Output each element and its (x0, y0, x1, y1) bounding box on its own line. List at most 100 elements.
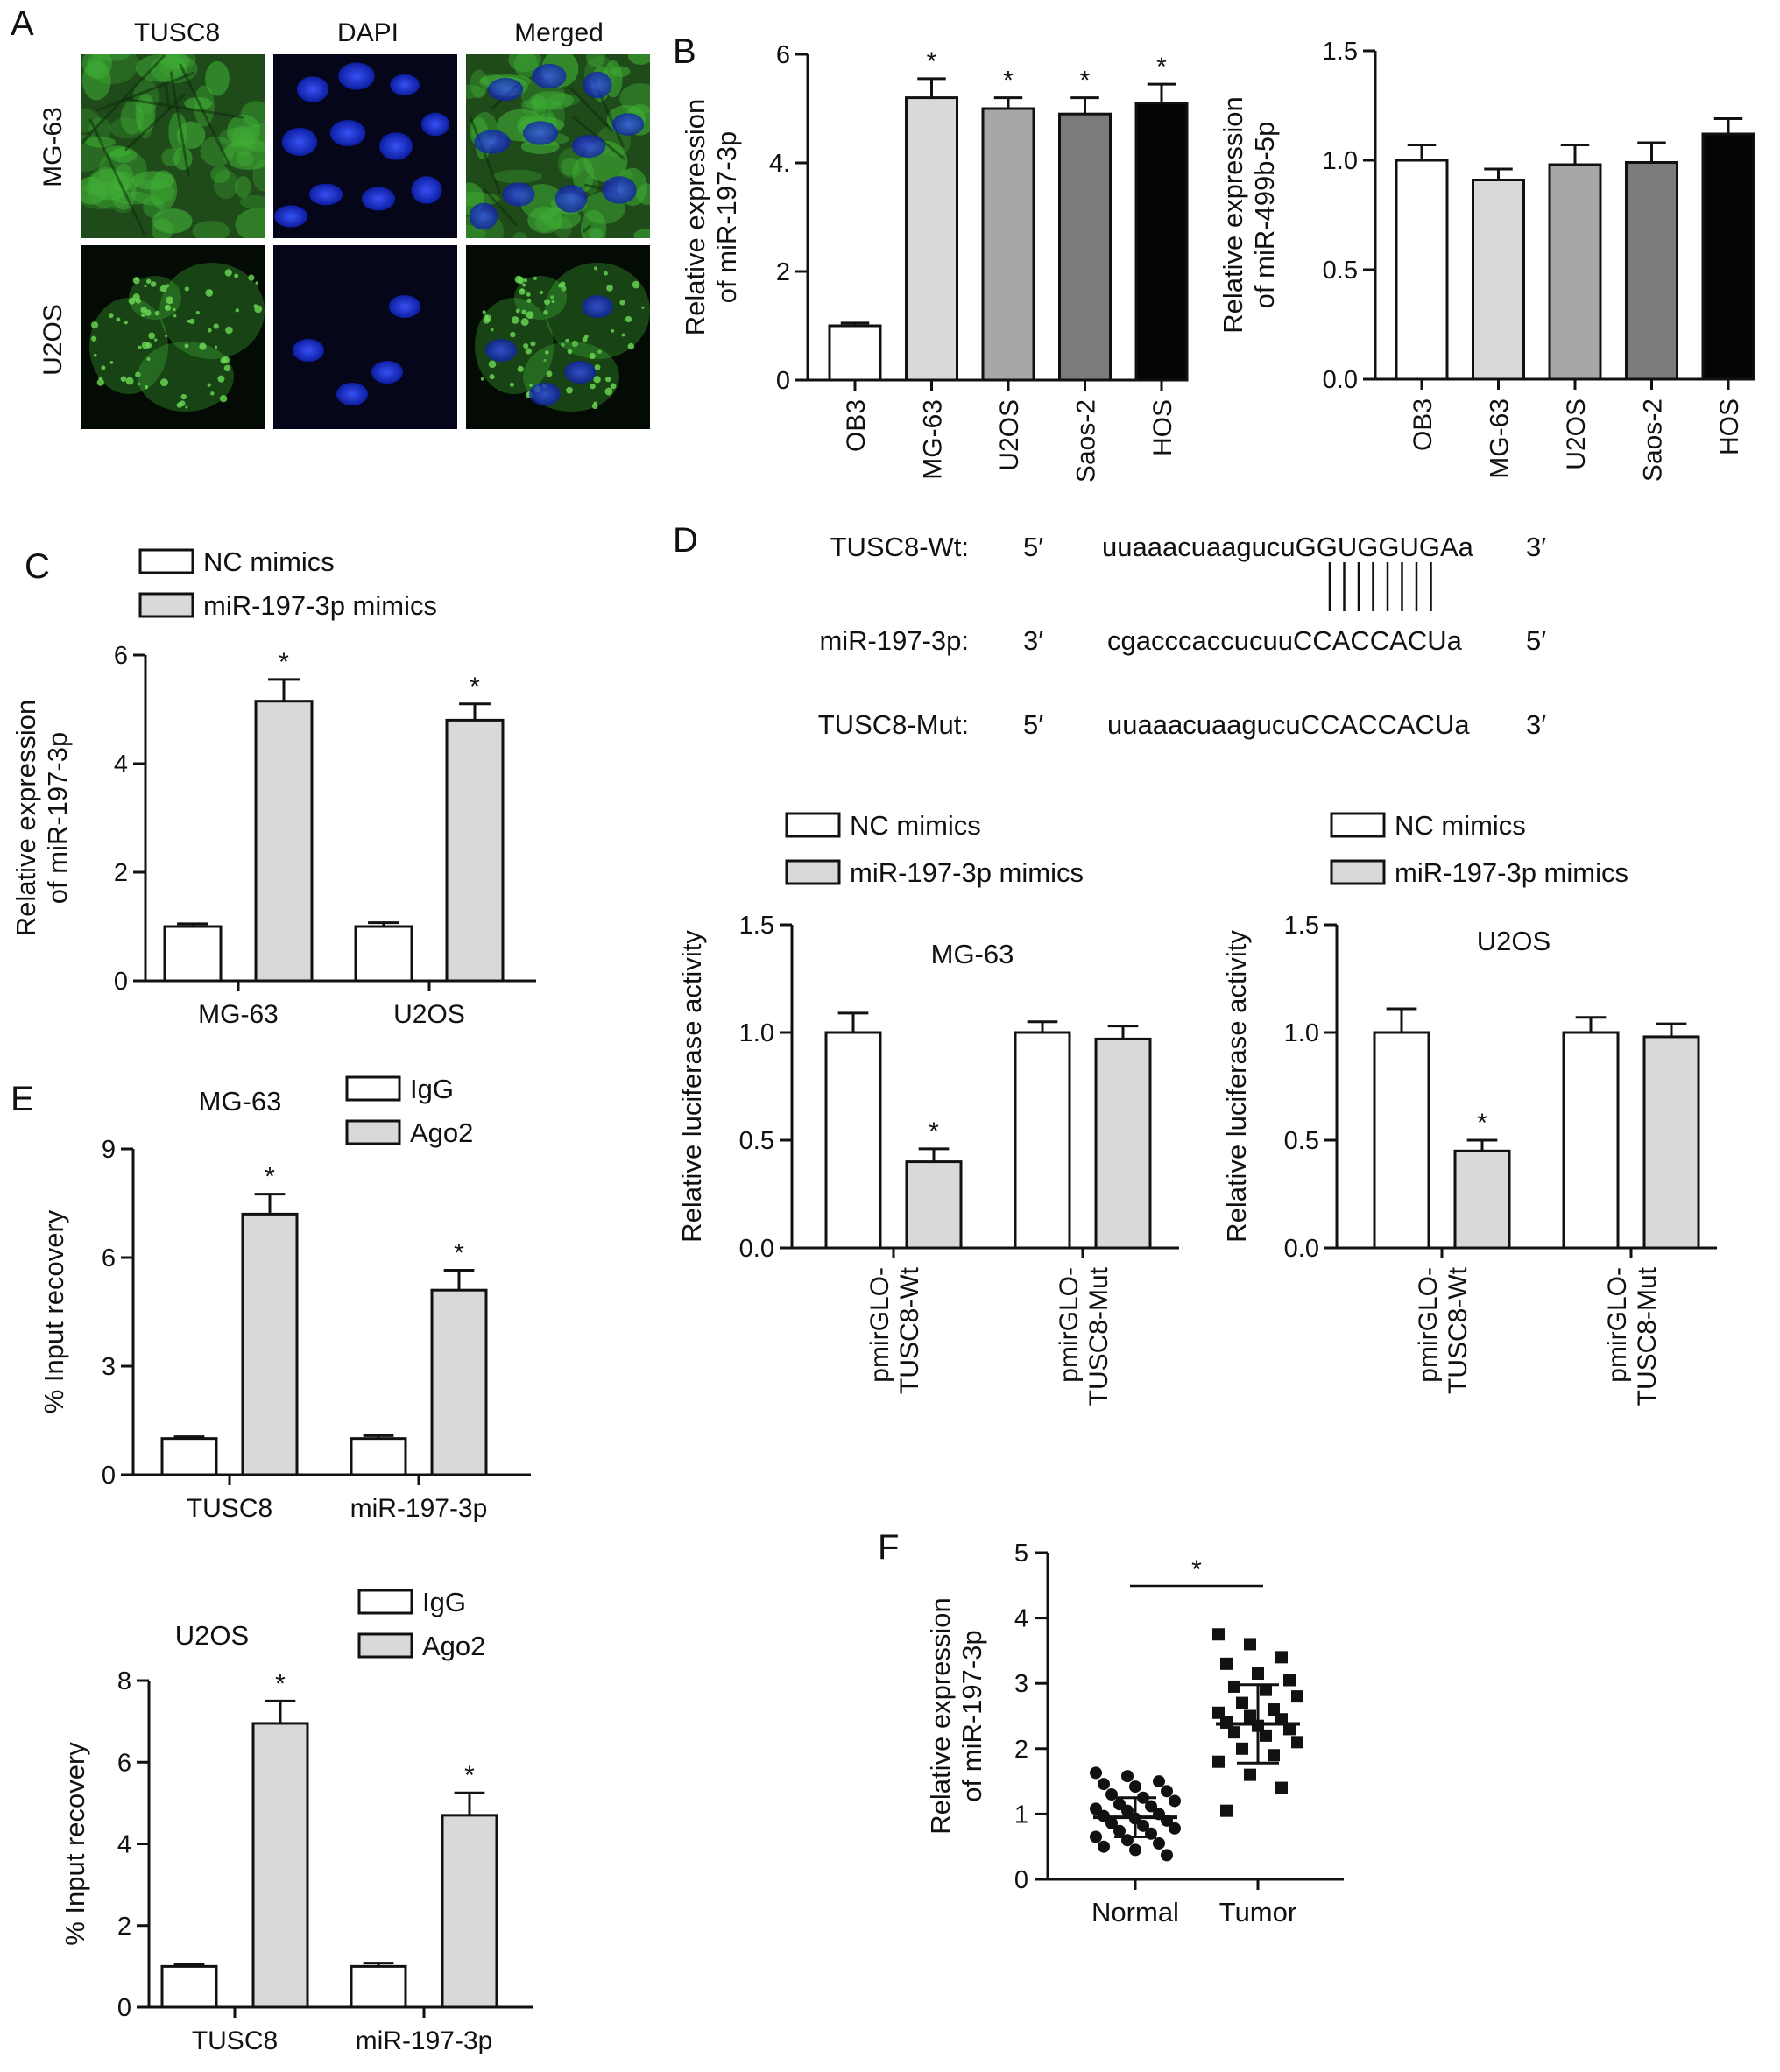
bar (1642, 1035, 1700, 1250)
green-speckle (515, 308, 520, 314)
bar (824, 1031, 882, 1250)
legend-label: Ago2 (410, 1117, 473, 1148)
data-point-tumor (1236, 1696, 1248, 1709)
green-speckle (509, 382, 514, 387)
bar (1134, 102, 1189, 382)
nucleus (420, 112, 450, 137)
nucleus (583, 71, 612, 99)
bar (905, 96, 958, 382)
data-point-tumor (1212, 1628, 1225, 1641)
significance-star: * (927, 47, 937, 76)
cell-border (95, 71, 195, 112)
green-speckle (610, 383, 617, 390)
x-tick-label: pmirGLO- (1414, 1267, 1443, 1383)
data-point-tumor (1283, 1674, 1296, 1687)
green-cytoplasm (87, 166, 124, 208)
green-speckle (225, 326, 233, 335)
significance-star: * (1477, 1109, 1487, 1138)
y-tick-label: 0.0 (1284, 1235, 1319, 1263)
green-cytoplasm (143, 196, 164, 218)
green-cytoplasm (534, 215, 555, 232)
green-speckle (529, 384, 533, 387)
green-cytoplasm (633, 229, 650, 238)
green-speckle (544, 350, 549, 355)
green-speckle (604, 387, 613, 396)
y-tick-label: 1.5 (1284, 912, 1319, 940)
legend-swatch (357, 1589, 413, 1615)
green-speckle (523, 278, 528, 283)
data-point-normal (1090, 1802, 1102, 1815)
micro-tile-r1-c1 (273, 245, 457, 429)
y-axis-label: of miR-197-3p (711, 131, 742, 303)
green-speckle (235, 308, 240, 313)
green-speckle (148, 332, 156, 340)
green-speckle (550, 295, 554, 300)
legend-label: NC mimics (203, 546, 335, 577)
green-speckle (526, 311, 534, 319)
green-speckle (96, 378, 104, 386)
green-speckle (491, 328, 494, 332)
data-point-tumor (1268, 1749, 1280, 1762)
significance-star: * (1191, 1555, 1202, 1584)
x-tick-label: MG-63 (198, 1000, 279, 1029)
significance-star: * (929, 1117, 939, 1146)
panel-letter-b: B (673, 32, 696, 71)
green-speckle (173, 307, 176, 312)
green-speckle (176, 402, 183, 408)
data-point-normal (1090, 1830, 1102, 1843)
y-tick-label: 3 (1014, 1670, 1028, 1698)
green-cytoplasm (466, 84, 486, 99)
cell-border (164, 82, 171, 112)
x-tick-label: HOS (1148, 399, 1177, 456)
green-cytoplasm (91, 54, 131, 61)
y-axis-label: % Input recovery (39, 1209, 69, 1413)
green-cytoplasm (81, 60, 111, 101)
green-speckle (180, 393, 187, 400)
legend-swatch (785, 812, 841, 838)
bar (163, 925, 222, 983)
green-cytoplasm (213, 170, 239, 200)
nucleus (611, 113, 645, 136)
bar (160, 1964, 218, 2009)
green-cytoplasm (130, 179, 175, 206)
green-speckle (135, 371, 141, 378)
green-speckle (619, 300, 625, 306)
y-tick-label: 0.0 (1323, 366, 1358, 394)
green-cytoplasm (235, 175, 251, 199)
green-speckle (208, 328, 212, 333)
y-tick-label: 8 (117, 1667, 131, 1695)
y-tick-label: 6 (102, 1244, 116, 1272)
green-speckle (217, 375, 225, 383)
green-cytoplasm (104, 145, 131, 158)
green-cytoplasm (508, 54, 542, 73)
green-speckle (604, 376, 611, 383)
y-tick-label: 1.5 (739, 912, 774, 940)
bar (350, 1964, 407, 2009)
green-speckle (606, 285, 613, 292)
green-cytoplasm (81, 176, 108, 205)
data-point-tumor (1212, 1706, 1225, 1719)
nucleus (564, 361, 596, 384)
y-tick-label: 1.0 (739, 1019, 774, 1047)
x-tick-label: OB3 (1409, 398, 1437, 451)
panel-a-microscopy: TUSC8 DAPI Merged MG-63 U2OS (39, 18, 650, 429)
green-cytoplasm (512, 232, 528, 238)
green-speckle (543, 358, 547, 362)
green-speckle (521, 283, 526, 287)
green-speckle (597, 349, 602, 355)
green-speckle (561, 285, 567, 292)
base-pair-lines (1328, 562, 1432, 611)
green-speckle (108, 313, 114, 319)
bar (241, 1212, 299, 1476)
x-tick-label: miR-197-3p (350, 1494, 488, 1523)
col-label-tusc8: TUSC8 (134, 18, 220, 47)
data-point-tumor (1275, 1781, 1288, 1794)
data-point-normal (1129, 1780, 1141, 1794)
green-cytoplasm (88, 117, 111, 141)
green-speckle (215, 345, 218, 349)
green-speckle (145, 342, 152, 349)
green-speckle (589, 352, 596, 360)
green-cell (159, 263, 265, 359)
panel-letter-f: F (878, 1528, 899, 1567)
data-point-normal (1090, 1766, 1102, 1780)
